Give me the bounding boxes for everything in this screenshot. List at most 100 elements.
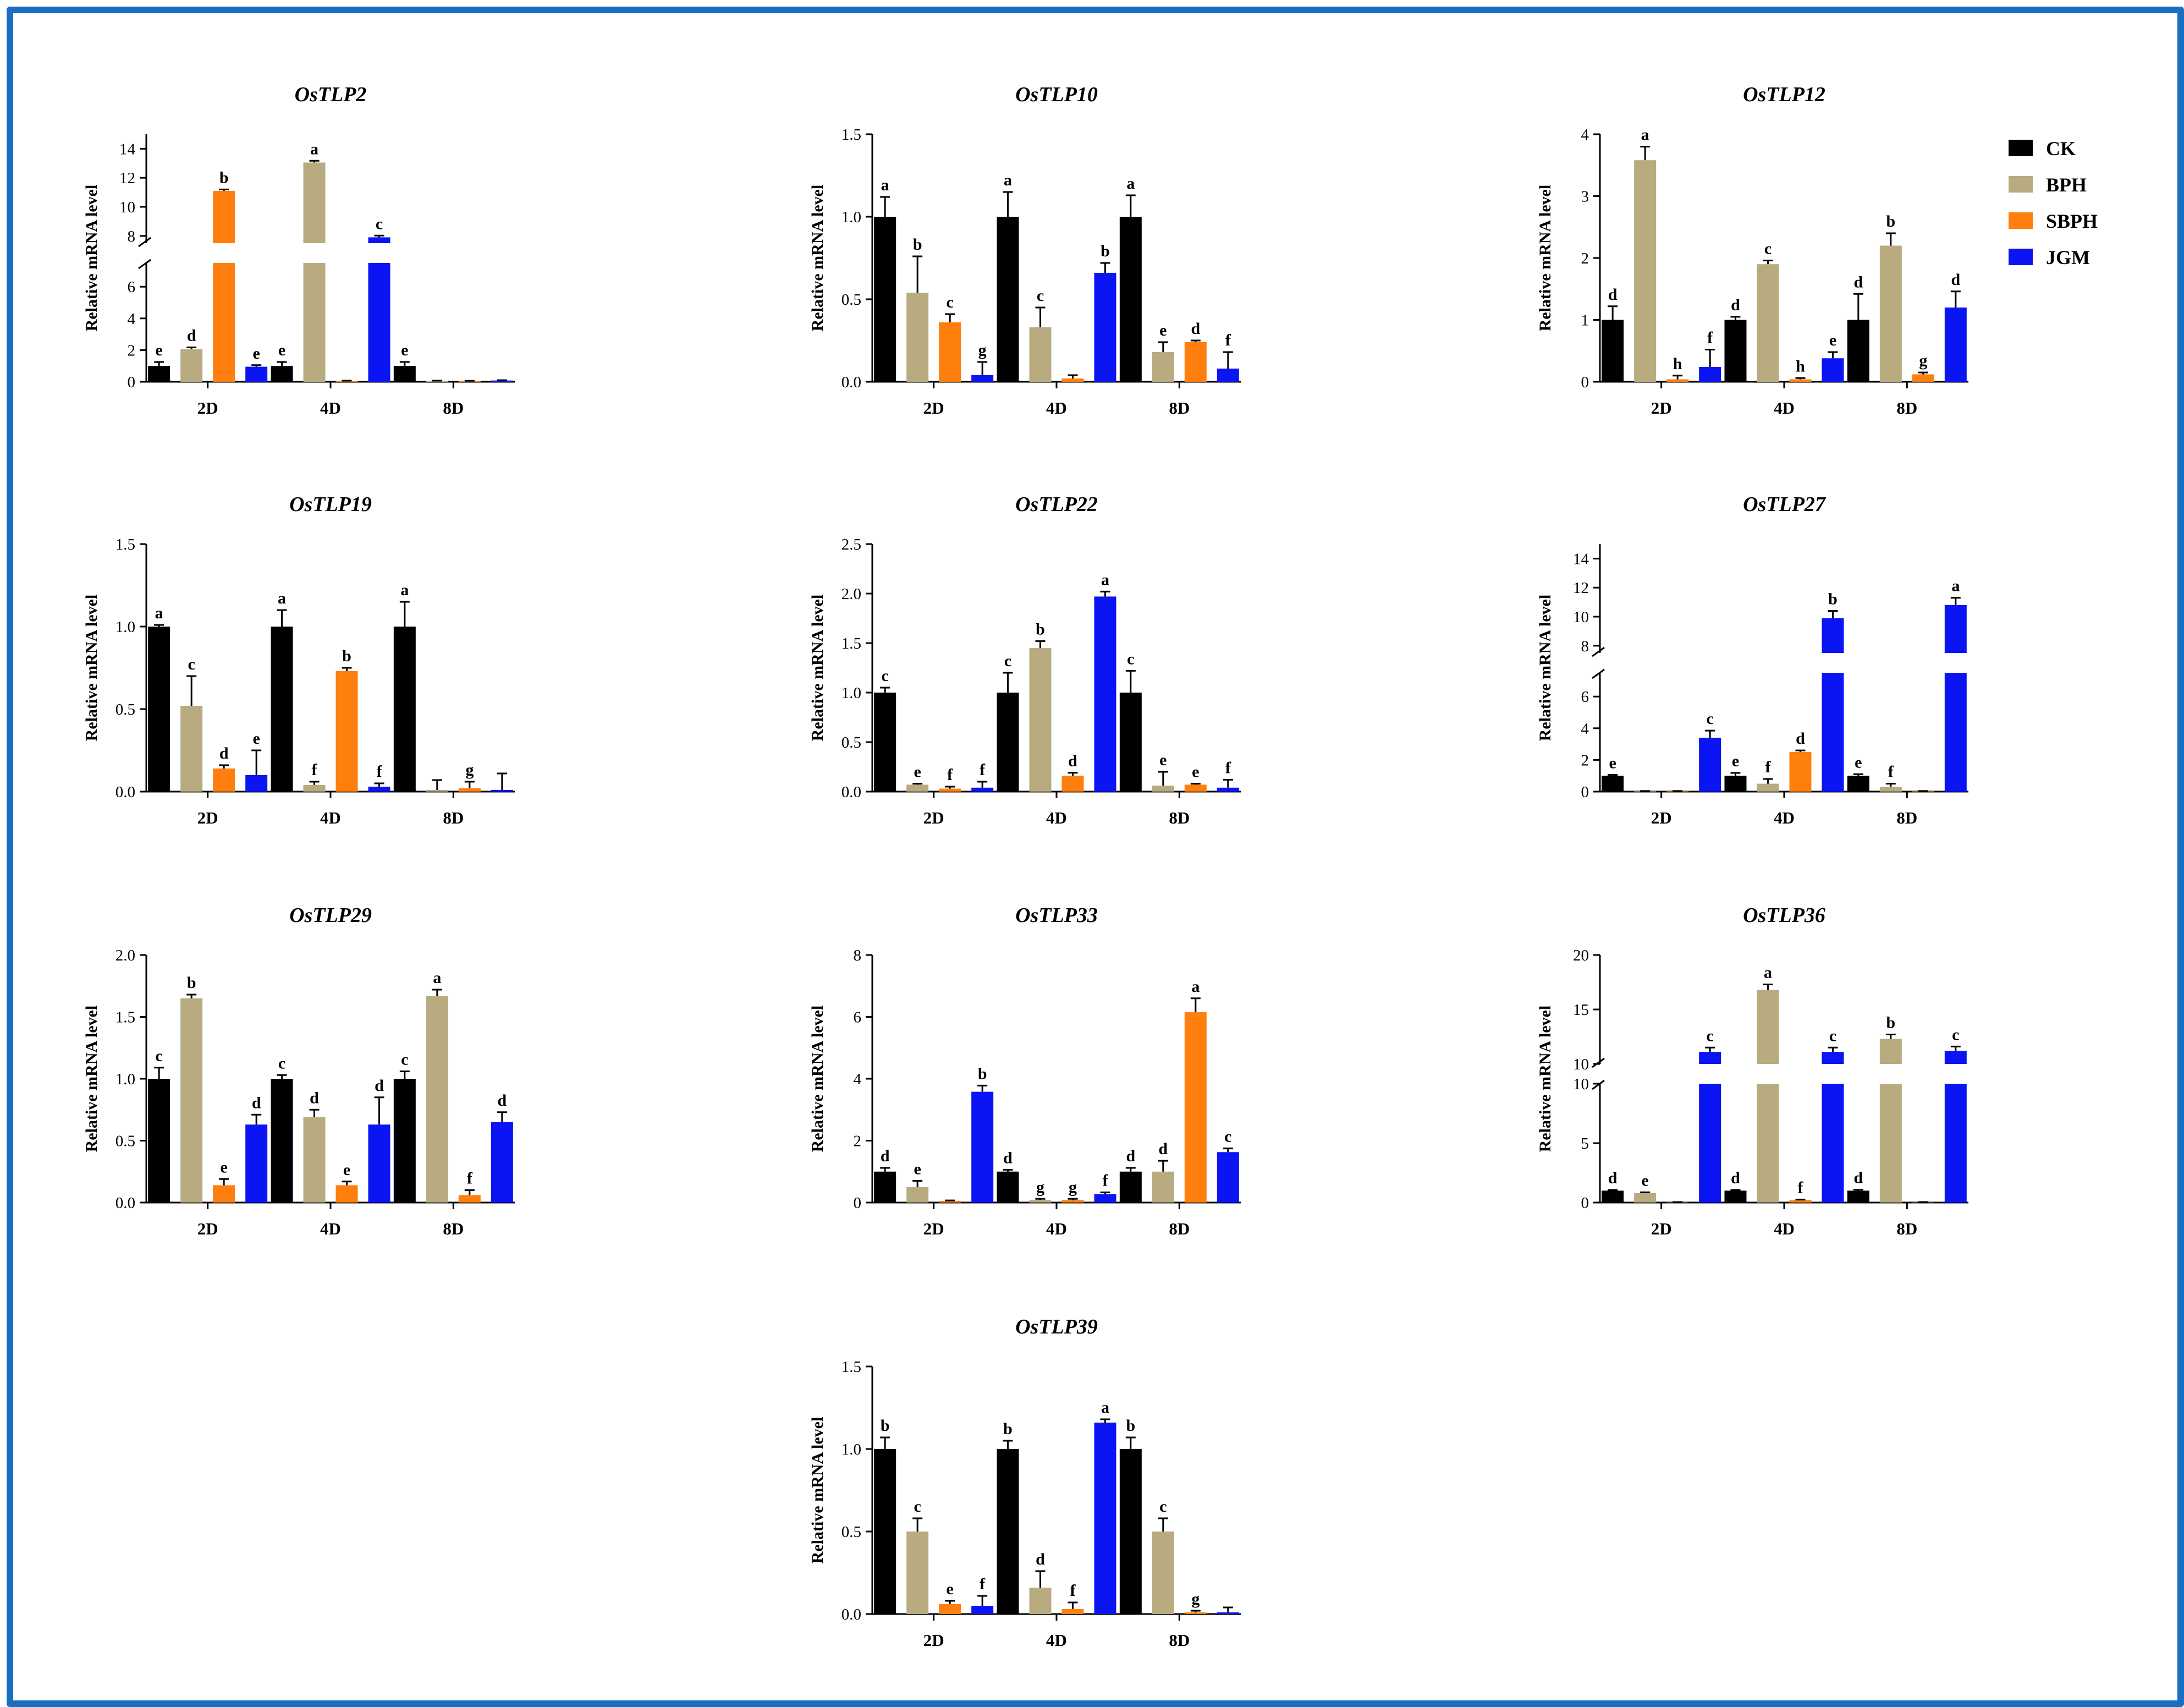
bar-ck-2d (1602, 776, 1624, 792)
significance-label: e (1192, 763, 1199, 781)
y-tick-label: 14 (119, 140, 136, 158)
significance-label: g (978, 341, 987, 359)
significance-label: b (1126, 1417, 1135, 1435)
y-tick-label: 5 (1581, 1135, 1589, 1152)
significance-label: d (187, 327, 196, 345)
y-tick-label: 0.0 (841, 1606, 861, 1623)
significance-label: e (914, 1160, 921, 1178)
bar-sbph-4d (1789, 752, 1812, 792)
significance-label: d (375, 1077, 384, 1095)
chart-ostlp27: OsTLP27 Relative mRNA level 0 2 4 6 8 10 12 14 2D e… (1536, 493, 1968, 827)
bar-sbph-8d (1184, 342, 1207, 382)
bar-jgm-8d (1217, 369, 1239, 382)
bar-sbph-8d (458, 1195, 481, 1203)
bar-ck-4d (271, 366, 293, 382)
bar-bph-2d (906, 784, 929, 792)
significance-label: d (1608, 1169, 1618, 1187)
significance-label: c (376, 215, 383, 233)
bar-jgm-2d (971, 1606, 994, 1614)
significance-label: b (342, 647, 351, 665)
bar-bph-2d (180, 349, 203, 382)
y-tick-label: 8 (128, 228, 136, 245)
significance-label: c (947, 293, 954, 311)
significance-label: f (1103, 1171, 1109, 1189)
bar-ck-4d (271, 627, 293, 792)
significance-label: e (1855, 753, 1862, 771)
significance-label: b (978, 1064, 987, 1083)
significance-label: e (1829, 331, 1836, 349)
significance-label: c (882, 667, 889, 685)
chart-ostlp36: OsTLP36 Relative mRNA level 0 5 10 10 15 20 2D d e… (1536, 904, 1968, 1238)
bar-bph-4d (1029, 648, 1052, 792)
significance-label: c (1952, 1025, 1959, 1044)
significance-label: a (310, 140, 318, 158)
chart-ostlp19: OsTLP19 Relative mRNA level 0.0 0.5 1.0 1.5 2D… (82, 493, 515, 827)
bar-break-gap (367, 243, 392, 263)
x-tick-label: 8D (1169, 1631, 1190, 1650)
significance-label: c (156, 1047, 163, 1065)
bar-ck-8d (393, 627, 416, 792)
y-tick-label: 2 (1581, 751, 1589, 769)
y-axis-label: Relative mRNA level (1536, 1006, 1554, 1152)
bar-bph-2d (906, 1532, 929, 1614)
significance-label: a (155, 604, 163, 622)
x-tick-label: 4D (1774, 808, 1795, 827)
significance-label: d (881, 1147, 890, 1165)
y-tick-label: 0 (1581, 1194, 1589, 1212)
y-axis-label: Relative mRNA level (1536, 185, 1554, 332)
chart-title: OsTLP29 (289, 904, 372, 927)
x-tick-label: 2D (197, 398, 218, 418)
significance-label: f (1225, 331, 1231, 349)
y-tick-label: 4 (1581, 126, 1589, 144)
y-tick-label: 14 (1573, 550, 1589, 568)
x-tick-label: 4D (320, 1219, 341, 1238)
bar-ck-2d (874, 693, 896, 792)
bar-jgm-4d (1822, 618, 1844, 792)
y-tick-label: 8 (854, 947, 862, 964)
axis-break-mark (1592, 668, 1605, 679)
bar-sbph-4d (335, 1185, 358, 1203)
significance-label: c (1707, 710, 1714, 728)
bar-jgm-4d (1094, 596, 1116, 792)
bar-ck-4d (1724, 776, 1747, 792)
significance-label: e (253, 729, 260, 748)
bar-bph-2d (1634, 160, 1657, 382)
bar-ck-2d (148, 366, 170, 382)
y-tick-label: 10 (1573, 1056, 1589, 1073)
bar-break-gap (212, 243, 236, 263)
significance-label: d (1608, 286, 1618, 304)
significance-label: e (401, 341, 408, 359)
legend: CK BPH SBPH JGM (2009, 138, 2098, 268)
significance-label: b (1886, 1014, 1895, 1032)
y-tick-label: 1.5 (841, 126, 861, 144)
bar-ck-8d (1119, 1171, 1142, 1203)
bar-bph-4d (303, 1117, 326, 1203)
x-tick-label: 4D (1046, 1219, 1067, 1238)
significance-label: d (1191, 320, 1200, 338)
significance-label: e (1609, 754, 1616, 772)
bar-break-gap (1820, 1064, 1845, 1084)
significance-label: h (1796, 357, 1805, 375)
chart-ostlp22: OsTLP22 Relative mRNA level 0.0 0.5 1.0 1.5 2.… (808, 493, 1241, 827)
chart-ostlp12: OsTLP12 Relative mRNA level 0 1 2 3 4 2D d a h f 4D d… (1536, 83, 1968, 418)
figure-canvas: CK BPH SBPH JGM OsTLP2 Relative mRNA leve… (82, 83, 2098, 1650)
bar-bph-2d (906, 293, 929, 382)
y-tick-label: 1 (1581, 312, 1589, 330)
legend-swatch-jgm (2009, 249, 2033, 265)
bar-bph-2d (180, 706, 203, 792)
y-axis-label: Relative mRNA level (808, 1417, 827, 1564)
chart-title: OsTLP10 (1015, 83, 1098, 106)
significance-label: a (1764, 963, 1772, 981)
bar-sbph-2d (939, 322, 961, 382)
significance-label: f (1707, 329, 1713, 347)
bar-sbph-4d (1061, 378, 1084, 382)
chart-title: OsTLP19 (289, 493, 372, 516)
y-tick-label: 2 (1581, 250, 1589, 267)
bar-sbph-4d (1061, 1200, 1084, 1203)
bar-sbph-8d (1184, 784, 1207, 792)
bar-ck-2d (874, 217, 896, 382)
bar-bph-8d (1152, 786, 1174, 792)
bar-jgm-2d (1699, 367, 1721, 382)
significance-label: a (1951, 577, 1960, 595)
y-tick-label: 6 (854, 1009, 862, 1027)
